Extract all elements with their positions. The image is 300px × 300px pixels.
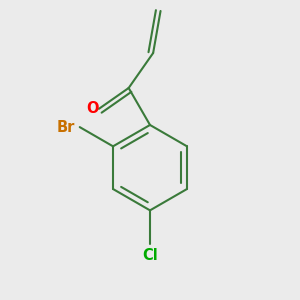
Text: O: O bbox=[86, 101, 99, 116]
Text: Cl: Cl bbox=[142, 248, 158, 263]
Text: Br: Br bbox=[57, 120, 75, 135]
